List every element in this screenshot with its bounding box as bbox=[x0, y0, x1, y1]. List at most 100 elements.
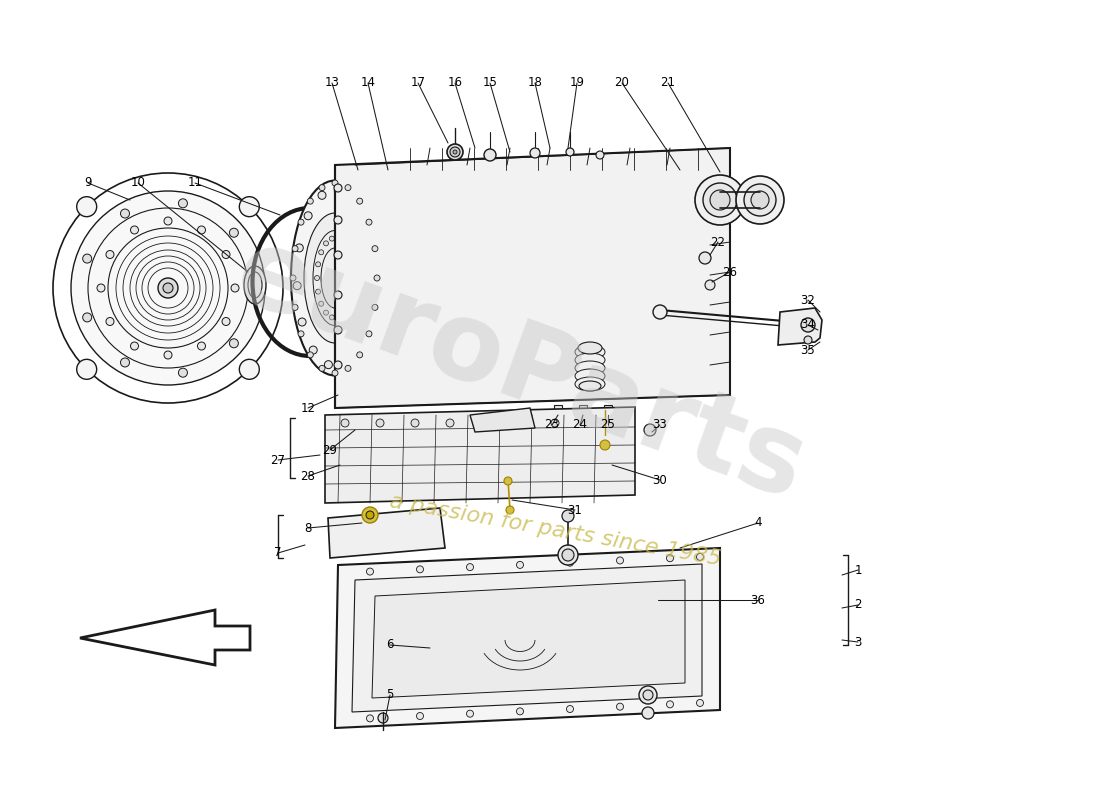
Text: 21: 21 bbox=[660, 77, 675, 90]
Text: 15: 15 bbox=[483, 77, 497, 90]
Circle shape bbox=[334, 326, 342, 334]
Text: 33: 33 bbox=[652, 418, 668, 431]
Text: 29: 29 bbox=[322, 443, 338, 457]
Circle shape bbox=[319, 185, 324, 190]
Text: 17: 17 bbox=[410, 77, 426, 90]
Circle shape bbox=[231, 284, 239, 292]
Text: 3: 3 bbox=[855, 635, 861, 649]
Ellipse shape bbox=[579, 381, 601, 391]
Polygon shape bbox=[470, 408, 535, 432]
Circle shape bbox=[77, 197, 97, 217]
Circle shape bbox=[318, 191, 326, 199]
Ellipse shape bbox=[710, 190, 730, 210]
Circle shape bbox=[481, 419, 490, 427]
Circle shape bbox=[341, 310, 346, 315]
Circle shape bbox=[366, 331, 372, 337]
Circle shape bbox=[106, 318, 114, 326]
Text: 10: 10 bbox=[131, 177, 145, 190]
Circle shape bbox=[307, 198, 314, 204]
Polygon shape bbox=[372, 580, 685, 698]
Circle shape bbox=[705, 280, 715, 290]
Circle shape bbox=[447, 144, 463, 160]
Ellipse shape bbox=[695, 175, 745, 225]
Circle shape bbox=[164, 217, 172, 225]
Text: 9: 9 bbox=[85, 177, 91, 190]
Circle shape bbox=[368, 274, 377, 282]
Circle shape bbox=[562, 549, 574, 561]
Circle shape bbox=[336, 236, 341, 241]
Circle shape bbox=[644, 424, 656, 436]
Circle shape bbox=[82, 254, 91, 263]
Circle shape bbox=[696, 699, 704, 706]
Ellipse shape bbox=[575, 361, 605, 375]
Circle shape bbox=[346, 302, 351, 306]
Circle shape bbox=[341, 359, 349, 367]
Circle shape bbox=[316, 262, 320, 267]
Circle shape bbox=[600, 440, 610, 450]
Circle shape bbox=[198, 342, 206, 350]
Circle shape bbox=[334, 291, 342, 299]
Circle shape bbox=[366, 219, 372, 225]
Circle shape bbox=[558, 545, 578, 565]
Polygon shape bbox=[336, 148, 730, 408]
Circle shape bbox=[121, 358, 130, 367]
Circle shape bbox=[667, 701, 673, 708]
Text: 35: 35 bbox=[801, 343, 815, 357]
Text: 23: 23 bbox=[544, 418, 560, 431]
Ellipse shape bbox=[575, 377, 605, 391]
Bar bbox=[554, 405, 562, 427]
Text: 14: 14 bbox=[361, 77, 375, 90]
Circle shape bbox=[566, 148, 574, 156]
Circle shape bbox=[319, 302, 323, 306]
Circle shape bbox=[304, 212, 312, 220]
Ellipse shape bbox=[578, 342, 602, 354]
Circle shape bbox=[121, 209, 130, 218]
Circle shape bbox=[341, 419, 349, 427]
Circle shape bbox=[240, 359, 260, 379]
Circle shape bbox=[198, 226, 206, 234]
Circle shape bbox=[319, 366, 324, 371]
Circle shape bbox=[332, 370, 338, 376]
Text: 13: 13 bbox=[324, 77, 340, 90]
Text: 36: 36 bbox=[750, 594, 766, 606]
Circle shape bbox=[504, 477, 512, 485]
Polygon shape bbox=[336, 548, 720, 728]
Circle shape bbox=[250, 283, 258, 293]
Circle shape bbox=[372, 304, 378, 310]
Circle shape bbox=[77, 359, 97, 379]
Circle shape bbox=[804, 336, 812, 344]
Circle shape bbox=[378, 713, 388, 723]
Circle shape bbox=[341, 241, 346, 246]
Circle shape bbox=[240, 197, 260, 217]
Text: 19: 19 bbox=[570, 77, 584, 90]
Circle shape bbox=[298, 331, 304, 337]
Circle shape bbox=[417, 713, 424, 719]
Circle shape bbox=[562, 510, 574, 522]
Circle shape bbox=[316, 289, 320, 294]
Bar bbox=[579, 405, 587, 427]
Polygon shape bbox=[328, 508, 446, 558]
Text: 28: 28 bbox=[300, 470, 316, 482]
Circle shape bbox=[298, 318, 306, 326]
Circle shape bbox=[801, 318, 815, 332]
Text: 1: 1 bbox=[855, 563, 861, 577]
Text: 2: 2 bbox=[855, 598, 861, 611]
Circle shape bbox=[334, 361, 342, 369]
Text: euroParts: euroParts bbox=[221, 218, 820, 522]
Circle shape bbox=[350, 262, 354, 267]
Text: 31: 31 bbox=[568, 503, 582, 517]
Text: 25: 25 bbox=[601, 418, 615, 431]
Text: 12: 12 bbox=[300, 402, 316, 414]
Circle shape bbox=[596, 151, 604, 159]
Circle shape bbox=[346, 250, 351, 254]
Polygon shape bbox=[778, 308, 822, 345]
Text: 5: 5 bbox=[386, 689, 394, 702]
Ellipse shape bbox=[575, 369, 605, 383]
Circle shape bbox=[293, 246, 298, 252]
Circle shape bbox=[350, 289, 354, 294]
Circle shape bbox=[356, 352, 363, 358]
Circle shape bbox=[446, 419, 454, 427]
Circle shape bbox=[323, 310, 329, 315]
Ellipse shape bbox=[292, 181, 379, 375]
Circle shape bbox=[355, 342, 363, 350]
